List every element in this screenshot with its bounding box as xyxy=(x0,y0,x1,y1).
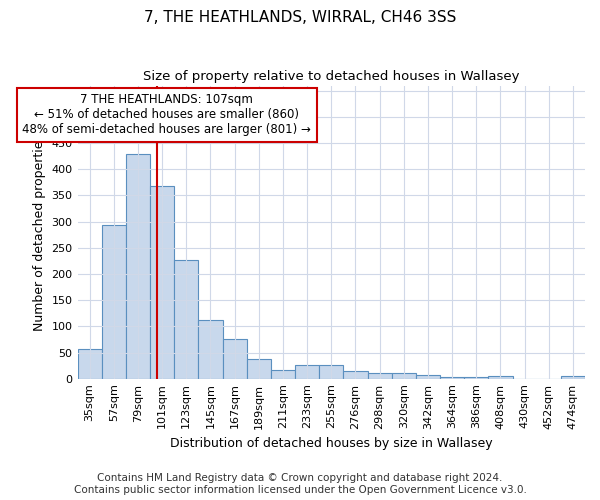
Title: Size of property relative to detached houses in Wallasey: Size of property relative to detached ho… xyxy=(143,70,520,83)
Bar xyxy=(368,374,392,378)
Bar xyxy=(416,375,440,378)
Y-axis label: Number of detached properties: Number of detached properties xyxy=(33,134,46,330)
Bar xyxy=(319,364,343,378)
Bar xyxy=(150,186,174,378)
Bar xyxy=(488,376,512,378)
Bar xyxy=(271,370,295,378)
Bar xyxy=(440,376,464,378)
Bar xyxy=(343,372,368,378)
Bar xyxy=(77,349,101,378)
Text: 7, THE HEATHLANDS, WIRRAL, CH46 3SS: 7, THE HEATHLANDS, WIRRAL, CH46 3SS xyxy=(144,10,456,25)
Bar xyxy=(174,260,199,378)
Bar xyxy=(392,374,416,378)
Bar xyxy=(295,364,319,378)
X-axis label: Distribution of detached houses by size in Wallasey: Distribution of detached houses by size … xyxy=(170,437,493,450)
Text: 7 THE HEATHLANDS: 107sqm
← 51% of detached houses are smaller (860)
48% of semi-: 7 THE HEATHLANDS: 107sqm ← 51% of detach… xyxy=(22,94,311,136)
Bar xyxy=(561,376,585,378)
Text: Contains HM Land Registry data © Crown copyright and database right 2024.
Contai: Contains HM Land Registry data © Crown c… xyxy=(74,474,526,495)
Bar xyxy=(126,154,150,378)
Bar xyxy=(199,320,223,378)
Bar xyxy=(223,339,247,378)
Bar xyxy=(464,376,488,378)
Bar xyxy=(101,226,126,378)
Bar xyxy=(247,359,271,378)
